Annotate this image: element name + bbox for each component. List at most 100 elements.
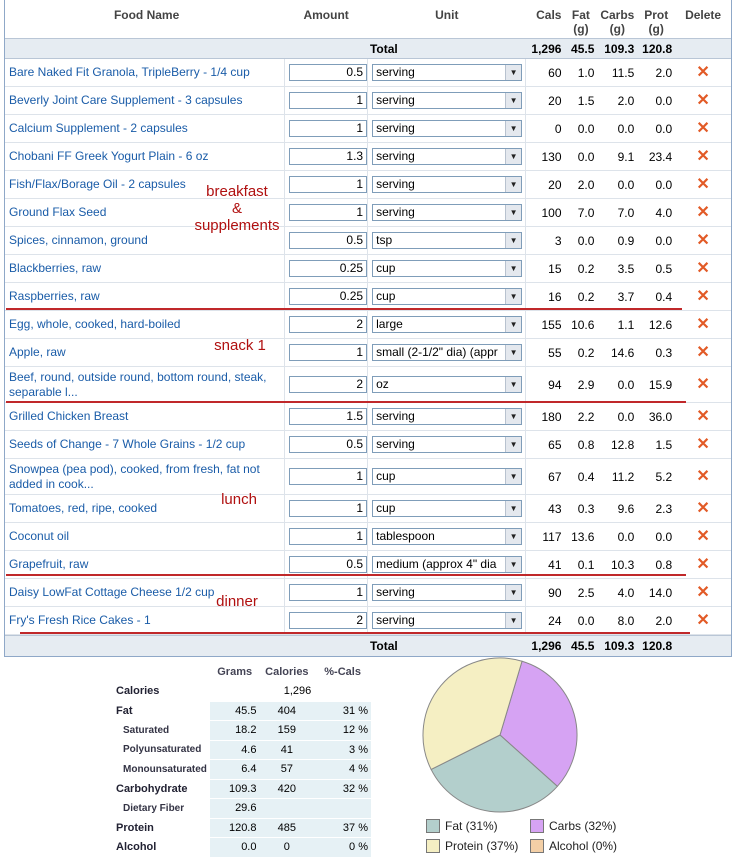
food-name-link[interactable]: Snowpea (pea pod), cooked, from fresh, f… xyxy=(9,461,260,491)
unit-select[interactable]: serving ▼ xyxy=(372,584,523,601)
unit-select[interactable]: serving ▼ xyxy=(372,408,523,425)
chevron-down-icon[interactable]: ▼ xyxy=(505,289,522,304)
amount-input[interactable]: 0.5 xyxy=(289,232,368,249)
food-name-link[interactable]: Calcium Supplement - 2 capsules xyxy=(9,121,188,135)
unit-select[interactable]: serving ▼ xyxy=(372,204,523,221)
chevron-down-icon[interactable]: ▼ xyxy=(505,557,522,572)
food-name-link[interactable]: Apple, raw xyxy=(9,345,66,359)
chevron-down-icon[interactable]: ▼ xyxy=(505,65,522,80)
amount-input[interactable]: 0.5 xyxy=(289,436,368,453)
amount-input[interactable]: 0.25 xyxy=(289,260,368,277)
chevron-down-icon[interactable]: ▼ xyxy=(505,345,522,360)
chevron-down-icon[interactable]: ▼ xyxy=(505,177,522,192)
delete-icon[interactable]: ✕ xyxy=(696,583,710,601)
unit-select[interactable]: small (2-1/2" dia) (appr ▼ xyxy=(372,344,523,361)
unit-select[interactable]: cup ▼ xyxy=(372,260,523,277)
delete-icon[interactable]: ✕ xyxy=(696,435,710,453)
food-name-link[interactable]: Coconut oil xyxy=(9,529,70,543)
unit-select[interactable]: cup ▼ xyxy=(372,288,523,305)
food-name-link[interactable]: Spices, cinnamon, ground xyxy=(9,233,148,247)
delete-icon[interactable]: ✕ xyxy=(696,231,710,249)
delete-icon[interactable]: ✕ xyxy=(696,611,710,629)
unit-select[interactable]: serving ▼ xyxy=(372,176,523,193)
chevron-down-icon[interactable]: ▼ xyxy=(505,121,522,136)
delete-icon[interactable]: ✕ xyxy=(696,259,710,277)
food-name-link[interactable]: Seeds of Change - 7 Whole Grains - 1/2 c… xyxy=(9,437,246,451)
food-name-link[interactable]: Egg, whole, cooked, hard-boiled xyxy=(9,317,181,331)
chevron-down-icon[interactable]: ▼ xyxy=(505,93,522,108)
delete-icon[interactable]: ✕ xyxy=(696,287,710,305)
amount-input[interactable]: 1 xyxy=(289,120,368,137)
amount-input[interactable]: 1 xyxy=(289,176,368,193)
delete-icon[interactable]: ✕ xyxy=(696,175,710,193)
food-name-link[interactable]: Bare Naked Fit Granola, TripleBerry - 1/… xyxy=(9,65,250,79)
chevron-down-icon[interactable]: ▼ xyxy=(505,205,522,220)
chevron-down-icon[interactable]: ▼ xyxy=(505,501,522,516)
food-name-link[interactable]: Raspberries, raw xyxy=(9,289,100,303)
unit-select[interactable]: serving ▼ xyxy=(372,436,523,453)
amount-input[interactable]: 0.5 xyxy=(289,556,368,573)
delete-icon[interactable]: ✕ xyxy=(696,119,710,137)
amount-input[interactable]: 0.25 xyxy=(289,288,368,305)
amount-input[interactable]: 1 xyxy=(289,204,368,221)
amount-input[interactable]: 1.3 xyxy=(289,148,368,165)
food-name-link[interactable]: Fry's Fresh Rice Cakes - 1 xyxy=(9,613,151,627)
amount-input[interactable]: 1.5 xyxy=(289,408,368,425)
unit-select[interactable]: oz ▼ xyxy=(372,376,523,393)
delete-icon[interactable]: ✕ xyxy=(696,527,710,545)
food-name-link[interactable]: Ground Flax Seed xyxy=(9,205,107,219)
unit-select[interactable]: tablespoon ▼ xyxy=(372,528,523,545)
delete-icon[interactable]: ✕ xyxy=(696,63,710,81)
amount-input[interactable]: 2 xyxy=(289,376,368,393)
food-name-link[interactable]: Fish/Flax/Borage Oil - 2 capsules xyxy=(9,177,186,191)
amount-input[interactable]: 1 xyxy=(289,344,368,361)
chevron-down-icon[interactable]: ▼ xyxy=(505,233,522,248)
chevron-down-icon[interactable]: ▼ xyxy=(505,409,522,424)
delete-icon[interactable]: ✕ xyxy=(696,203,710,221)
amount-input[interactable]: 1 xyxy=(289,584,368,601)
amount-input[interactable]: 1 xyxy=(289,500,368,517)
delete-icon[interactable]: ✕ xyxy=(696,343,710,361)
delete-icon[interactable]: ✕ xyxy=(696,375,710,393)
amount-input[interactable]: 1 xyxy=(289,528,368,545)
delete-icon[interactable]: ✕ xyxy=(696,315,710,333)
food-name-link[interactable]: Beverly Joint Care Supplement - 3 capsul… xyxy=(9,93,243,107)
unit-select[interactable]: serving ▼ xyxy=(372,64,523,81)
unit-select[interactable]: medium (approx 4" dia ▼ xyxy=(372,556,523,573)
delete-icon[interactable]: ✕ xyxy=(696,467,710,485)
chevron-down-icon[interactable]: ▼ xyxy=(505,317,522,332)
amount-input[interactable]: 1 xyxy=(289,468,368,485)
chevron-down-icon[interactable]: ▼ xyxy=(505,261,522,276)
chevron-down-icon[interactable]: ▼ xyxy=(505,149,522,164)
unit-select[interactable]: large ▼ xyxy=(372,316,523,333)
amount-input[interactable]: 2 xyxy=(289,612,368,629)
unit-select[interactable]: serving ▼ xyxy=(372,612,523,629)
amount-input[interactable]: 1 xyxy=(289,92,368,109)
unit-select[interactable]: cup ▼ xyxy=(372,468,523,485)
food-name-link[interactable]: Tomatoes, red, ripe, cooked xyxy=(9,501,158,515)
chevron-down-icon[interactable]: ▼ xyxy=(505,585,522,600)
amount-input[interactable]: 0.5 xyxy=(289,64,368,81)
chevron-down-icon[interactable]: ▼ xyxy=(505,377,522,392)
delete-icon[interactable]: ✕ xyxy=(696,91,710,109)
chevron-down-icon[interactable]: ▼ xyxy=(505,469,522,484)
food-name-link[interactable]: Blackberries, raw xyxy=(9,261,102,275)
unit-select[interactable]: serving ▼ xyxy=(372,120,523,137)
food-name-link[interactable]: Grilled Chicken Breast xyxy=(9,409,129,423)
delete-icon[interactable]: ✕ xyxy=(696,499,710,517)
delete-icon[interactable]: ✕ xyxy=(696,555,710,573)
unit-select[interactable]: serving ▼ xyxy=(372,92,523,109)
food-name-link[interactable]: Chobani FF Greek Yogurt Plain - 6 oz xyxy=(9,149,209,163)
amount-input[interactable]: 2 xyxy=(289,316,368,333)
chevron-down-icon[interactable]: ▼ xyxy=(505,437,522,452)
unit-select[interactable]: cup ▼ xyxy=(372,500,523,517)
food-name-link[interactable]: Grapefruit, raw xyxy=(9,557,89,571)
unit-select[interactable]: tsp ▼ xyxy=(372,232,523,249)
delete-icon[interactable]: ✕ xyxy=(696,407,710,425)
delete-icon[interactable]: ✕ xyxy=(696,147,710,165)
chevron-down-icon[interactable]: ▼ xyxy=(505,613,522,628)
food-name-link[interactable]: Daisy LowFat Cottage Cheese 1/2 cup xyxy=(9,585,215,599)
food-name-link[interactable]: Beef, round, outside round, bottom round… xyxy=(9,369,267,399)
chevron-down-icon[interactable]: ▼ xyxy=(505,529,522,544)
unit-select[interactable]: serving ▼ xyxy=(372,148,523,165)
